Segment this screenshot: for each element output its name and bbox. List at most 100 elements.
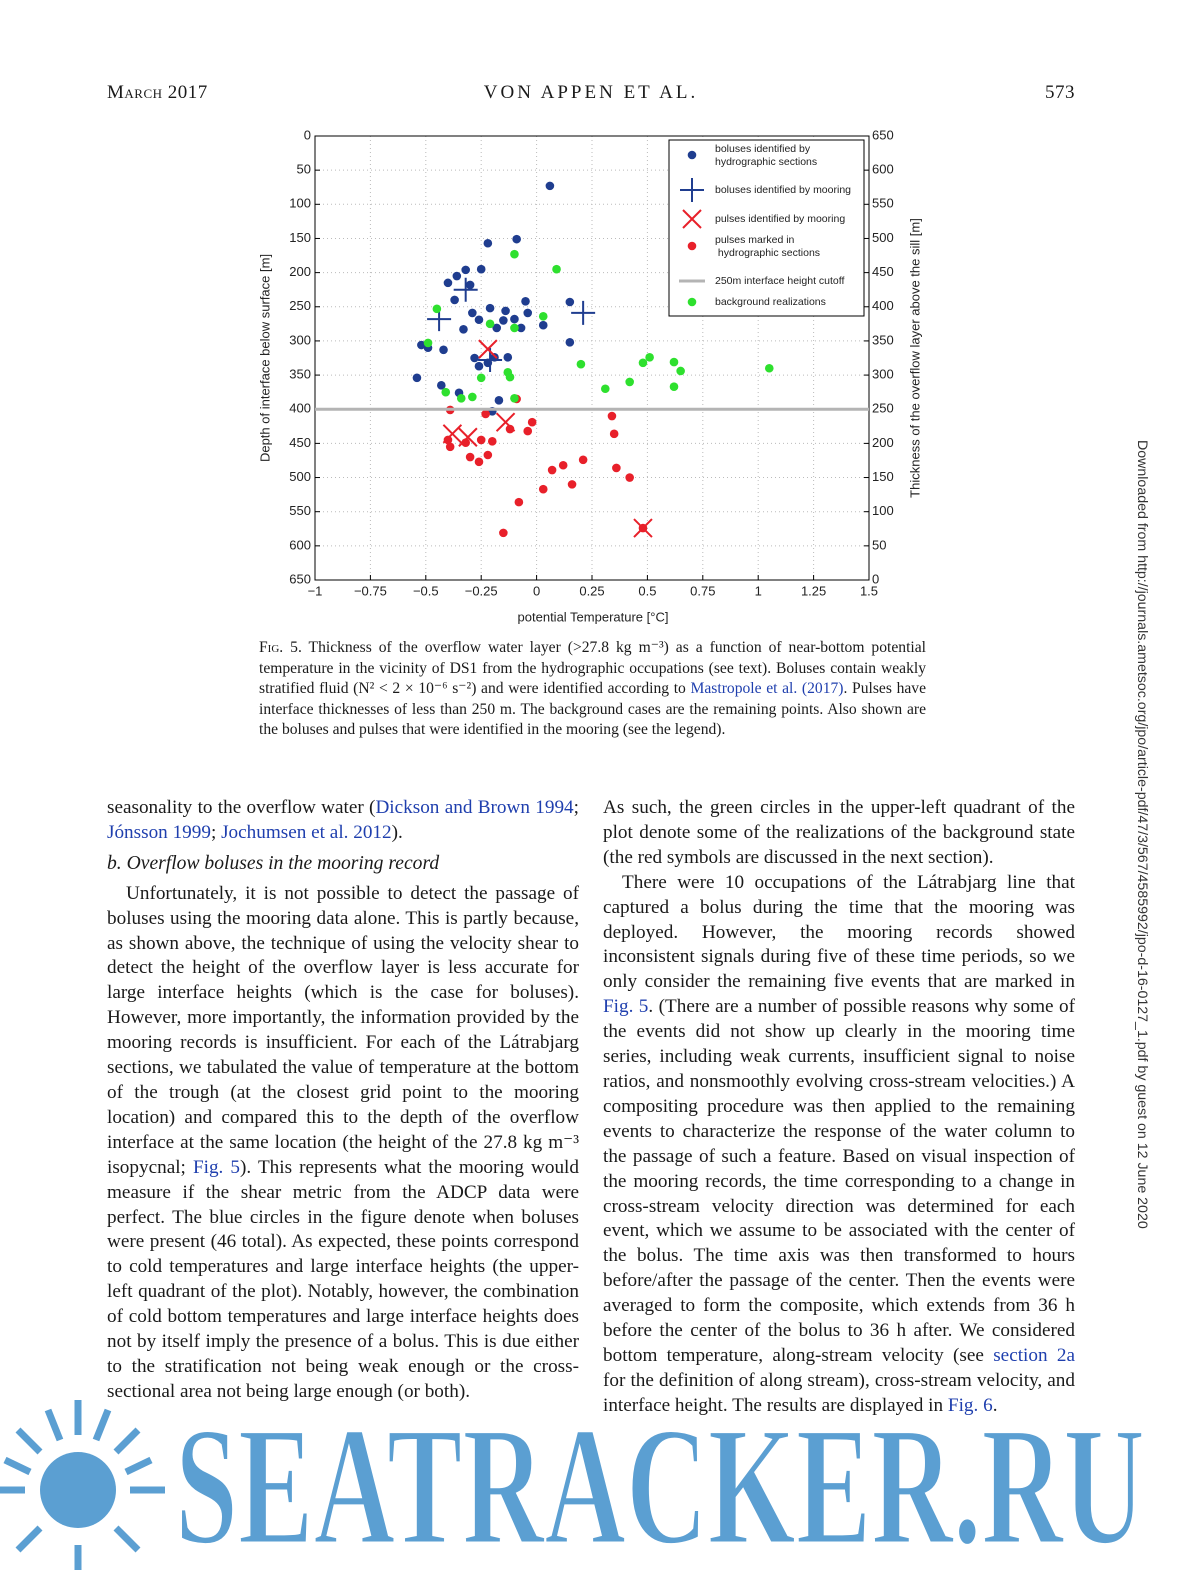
point — [437, 381, 446, 390]
point — [578, 455, 588, 465]
figure-chart: potential Temperature [°C] Depth of inte… — [257, 127, 922, 624]
x-tick-label: 0.75 — [690, 583, 715, 598]
legend-label: boluses identified by mooring — [715, 184, 851, 196]
left-column: seasonality to the overflow water (Dicks… — [107, 796, 579, 1405]
download-note: Downloaded from http://journals.ametsoc.… — [1134, 440, 1150, 1229]
point — [468, 392, 477, 402]
text-run: ; — [210, 821, 222, 843]
point — [432, 304, 442, 314]
point — [450, 295, 459, 305]
point — [523, 426, 533, 436]
point — [638, 358, 648, 368]
sun-logo — [0, 1400, 165, 1570]
point — [499, 316, 508, 325]
y-tick-label: 550 — [289, 503, 311, 518]
legend-label: background realizations — [715, 296, 826, 308]
x-tick-label: 0.25 — [579, 583, 604, 598]
reference-link[interactable]: Fig. 6 — [947, 1394, 993, 1416]
point — [565, 337, 575, 347]
page-number: 573 — [1045, 82, 1075, 103]
legend-label: pulses identified by mooring — [715, 213, 845, 225]
text-run: Unfortunately, it is not possible to det… — [107, 882, 579, 1178]
point — [443, 278, 453, 288]
plus-marker — [571, 300, 596, 325]
point — [468, 308, 477, 318]
y2-tick-label: 300 — [872, 367, 894, 382]
point — [567, 480, 577, 489]
reference-link[interactable]: Jochumsen et al. 2012 — [221, 821, 392, 843]
y2-tick-label: 250 — [872, 401, 894, 416]
point — [538, 484, 548, 494]
point — [474, 457, 484, 467]
point — [576, 359, 586, 369]
x-tick-label: 1.25 — [801, 583, 826, 598]
point — [474, 361, 484, 371]
y-tick-label: 200 — [289, 264, 311, 279]
point — [516, 323, 526, 333]
running-head-authors: VON APPEN ET AL. — [483, 82, 699, 103]
point — [612, 463, 621, 473]
legend-box — [668, 139, 865, 317]
y2-axis-label: Thickness of the overflow layer above th… — [907, 218, 922, 498]
legend: boluses identified by hydrographic sectio… — [668, 139, 865, 317]
y2-tick-label: 350 — [872, 332, 894, 347]
y2-tick-label: 600 — [872, 162, 894, 177]
paragraph: There were 10 occupations of the Látrabj… — [603, 871, 1075, 1419]
text-run: b. Overflow boluses in the mooring recor… — [107, 852, 440, 874]
point — [523, 308, 533, 318]
y-tick-label: 300 — [289, 332, 311, 347]
legend-swatch — [680, 178, 704, 202]
point — [452, 271, 462, 281]
point — [485, 319, 495, 329]
y2-tick-label: 550 — [872, 196, 894, 211]
point — [669, 382, 679, 391]
caption-label: Fig. 5. — [259, 639, 302, 656]
point — [638, 523, 648, 533]
text-run: There were 10 occupations of the Látrabj… — [603, 871, 1075, 993]
y2-tick-label: 650 — [872, 127, 894, 142]
point — [470, 353, 479, 363]
reference-link[interactable]: Jónsson 1999 — [107, 821, 211, 843]
watermark: SEATRACKER.RU — [0, 1395, 1147, 1575]
text-run: ). — [391, 821, 403, 843]
point — [512, 234, 521, 244]
x-tick-label: −0.75 — [354, 583, 387, 598]
reference-link[interactable]: Dickson and Brown 1994 — [375, 797, 574, 818]
point — [503, 353, 513, 362]
x-tick-label: −1 — [308, 583, 323, 598]
y-tick-label: 400 — [289, 401, 311, 416]
y-tick-label: 450 — [289, 435, 311, 450]
y-axis-label: Depth of interface below surface [m] — [257, 254, 272, 462]
reference-link[interactable]: Fig. 5 — [192, 1156, 241, 1178]
y-tick-label: 350 — [289, 367, 311, 382]
text-run: ). This represents what the mooring woul… — [107, 1156, 579, 1402]
plus-marker — [453, 277, 478, 302]
reference-link[interactable]: section 2a — [993, 1344, 1075, 1366]
point — [607, 411, 617, 421]
y2-tick-label: 100 — [872, 503, 894, 518]
legend-label: boluses identified by hydrographic sectio… — [715, 143, 817, 168]
point — [481, 409, 490, 419]
point — [487, 437, 497, 446]
legend-swatch — [682, 209, 702, 229]
running-head-date: March 2017 — [107, 82, 208, 103]
point — [483, 450, 493, 460]
y-tick-label: 600 — [289, 537, 311, 552]
point — [527, 417, 537, 427]
point — [609, 429, 619, 439]
point — [625, 473, 634, 482]
y-tick-label: 150 — [289, 230, 311, 245]
right-column: As such, the green circles in the upper-… — [603, 796, 1075, 1419]
point — [465, 452, 475, 462]
point — [625, 377, 634, 387]
text-run: Thickness of the overflow water layer (>… — [259, 639, 926, 698]
point — [538, 320, 548, 330]
point — [485, 303, 495, 313]
reference-link[interactable]: Mastropole et al. (2017) — [690, 680, 844, 698]
paragraph: As such, the green circles in the upper-… — [603, 796, 1075, 871]
point — [417, 340, 426, 350]
paragraph: seasonality to the overflow water (Dicks… — [107, 796, 579, 846]
point — [439, 345, 448, 355]
reference-link[interactable]: Fig. 5 — [603, 996, 649, 1018]
point — [505, 424, 515, 434]
